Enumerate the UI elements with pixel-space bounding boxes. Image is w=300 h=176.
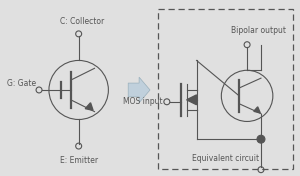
Circle shape xyxy=(257,135,265,143)
Text: E: Emitter: E: Emitter xyxy=(60,156,98,165)
Polygon shape xyxy=(254,107,260,113)
Text: G: Gate: G: Gate xyxy=(7,79,37,88)
Text: C: Collector: C: Collector xyxy=(59,17,104,26)
Text: Equivalent circuit: Equivalent circuit xyxy=(192,154,259,163)
Polygon shape xyxy=(128,77,150,103)
Polygon shape xyxy=(187,95,196,105)
Bar xyxy=(158,9,293,169)
Text: Bipolar output: Bipolar output xyxy=(232,26,286,35)
Polygon shape xyxy=(85,103,93,110)
Text: MOS input: MOS input xyxy=(123,97,163,106)
